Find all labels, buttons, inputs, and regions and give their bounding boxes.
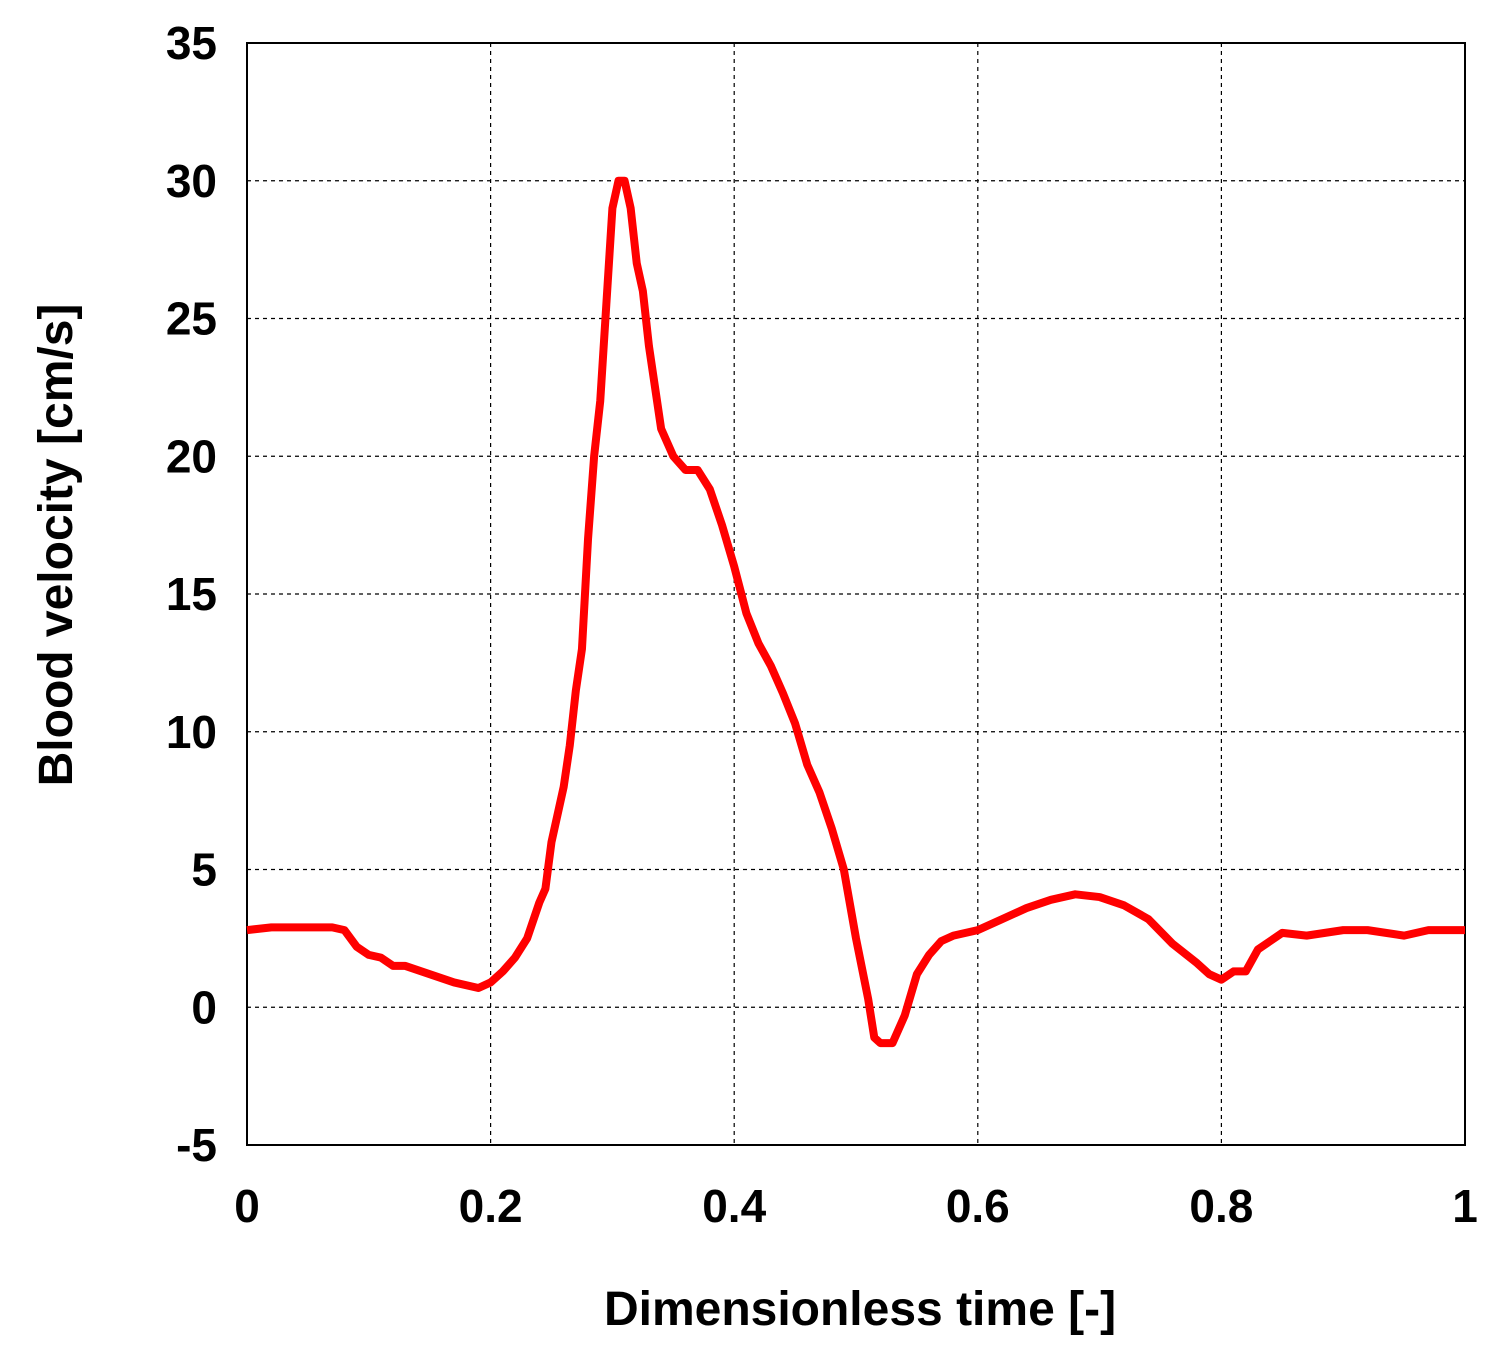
data-line — [246, 176, 1465, 1048]
x-tick-label: 0 — [234, 1180, 260, 1232]
y-tick-label: 25 — [166, 293, 217, 345]
plot-frame — [246, 42, 1466, 1146]
x-tick-label: 1 — [1452, 1180, 1478, 1232]
x-tick-label: 0.8 — [1189, 1180, 1253, 1232]
y-tick-label: 30 — [166, 155, 217, 207]
y-tick-label: 10 — [166, 706, 217, 758]
x-tick-label: 0.6 — [946, 1180, 1010, 1232]
y-tick-label: 5 — [191, 844, 217, 896]
y-tick-label: 35 — [166, 17, 217, 69]
x-tick-label: 0.2 — [459, 1180, 523, 1232]
x-axis-title: Dimensionless time [-] — [604, 1283, 1116, 1336]
y-axis-title: Blood velocity [cm/s] — [30, 304, 83, 787]
y-tick-label: -5 — [176, 1119, 217, 1171]
y-tick-label: 0 — [191, 981, 217, 1033]
y-tick-label: 15 — [166, 568, 217, 620]
y-tick-label: 20 — [166, 430, 217, 482]
x-tick-label: 0.4 — [702, 1180, 766, 1232]
